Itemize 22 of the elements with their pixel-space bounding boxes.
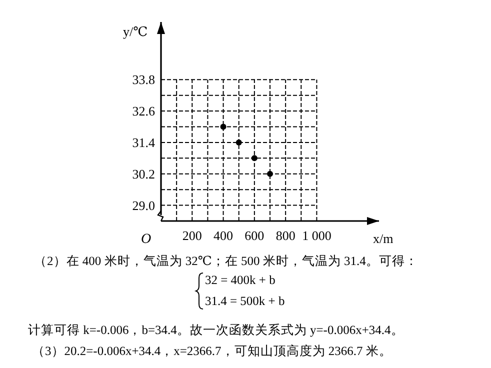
- x-tick-label: 1 000: [302, 228, 332, 243]
- text: 计算可得 k=-0.006，b=34.4。故一次函数关系式为 y=-0.006x+34.4。: [28, 323, 404, 337]
- x-tick-label: 600: [244, 228, 264, 243]
- text: （2）在 400 米时，气温为 32℃；在 500 米时，气温为 31.4。可得：: [34, 254, 418, 268]
- y-tick-label: 33.8: [132, 72, 155, 88]
- text: O: [141, 232, 152, 247]
- y-tick-label: 32.6: [132, 104, 156, 119]
- y-tick-label: 30.2: [132, 166, 155, 182]
- point: [220, 124, 226, 130]
- point: [267, 170, 273, 177]
- x-tick-label: 800: [276, 228, 296, 243]
- text: 31.4 = 500k + b: [205, 294, 285, 308]
- x-axis-title: x/m: [373, 231, 394, 246]
- y-tick-label: 31.4: [132, 134, 156, 150]
- x-tick-label: 200: [182, 228, 202, 243]
- y-axis-title: y/℃: [123, 24, 148, 39]
- point: [236, 139, 242, 146]
- x-tick-label: 400: [214, 228, 234, 243]
- text: 32 = 400k + b: [205, 273, 276, 287]
- point: [251, 155, 258, 162]
- text: （3）20.2=-0.006x+34.4，x=2366.7，可知山顶高度为 2366.7 米。: [32, 343, 392, 358]
- y-tick-label: 29.0: [132, 198, 155, 213]
